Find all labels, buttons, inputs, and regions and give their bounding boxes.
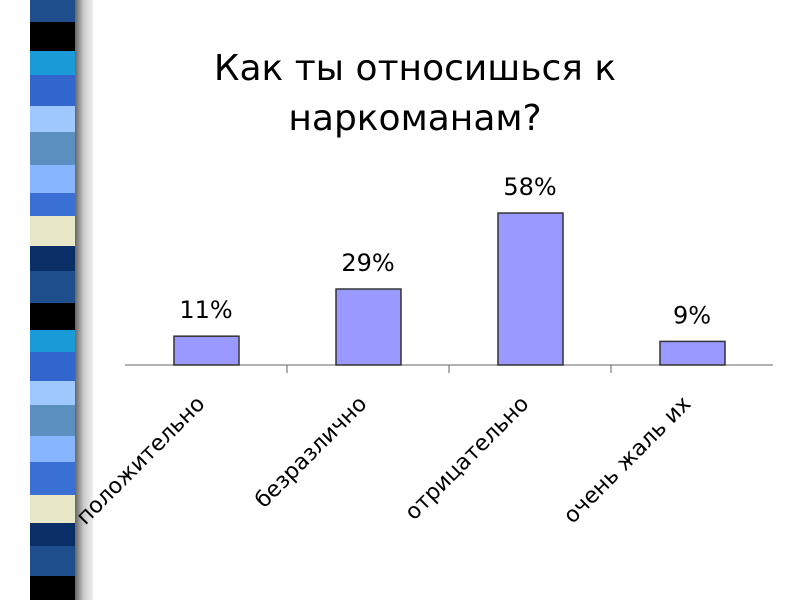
x-tick-label: безразлично xyxy=(251,392,373,514)
decor-square xyxy=(30,523,75,546)
x-tick-label: отрицательно xyxy=(400,392,534,526)
decor-square xyxy=(30,75,75,106)
bar xyxy=(335,288,402,366)
value-label: 29% xyxy=(341,249,394,277)
bar xyxy=(173,335,240,366)
chart-title: наркоманам? xyxy=(288,98,541,139)
decor-square xyxy=(30,495,75,523)
bar xyxy=(497,212,564,366)
bar xyxy=(659,340,726,366)
decor-square xyxy=(30,546,75,576)
decor-square xyxy=(30,576,75,600)
decor-square xyxy=(30,0,75,22)
decor-square xyxy=(30,303,75,330)
decor-square xyxy=(30,436,75,462)
value-label: 11% xyxy=(179,296,232,324)
chart-title: Как ты относишься к xyxy=(214,48,616,89)
decor-square xyxy=(30,271,75,303)
decor-square xyxy=(30,132,75,165)
decor-square xyxy=(30,381,75,405)
decor-square xyxy=(30,106,75,132)
decor-square xyxy=(30,330,75,352)
decor-square xyxy=(30,51,75,75)
value-label: 58% xyxy=(503,173,556,201)
decor-square xyxy=(30,193,75,216)
decor-square xyxy=(30,462,75,495)
decor-square xyxy=(30,216,75,246)
decor-square xyxy=(30,246,75,271)
x-tick-label: очень жаль их xyxy=(559,392,696,529)
decor-square xyxy=(30,405,75,436)
decor-square xyxy=(30,165,75,193)
value-label: 9% xyxy=(673,301,711,329)
decor-bar xyxy=(75,0,93,600)
decor-square xyxy=(30,352,75,381)
decor-stripe xyxy=(30,0,75,600)
decor-square xyxy=(30,22,75,51)
